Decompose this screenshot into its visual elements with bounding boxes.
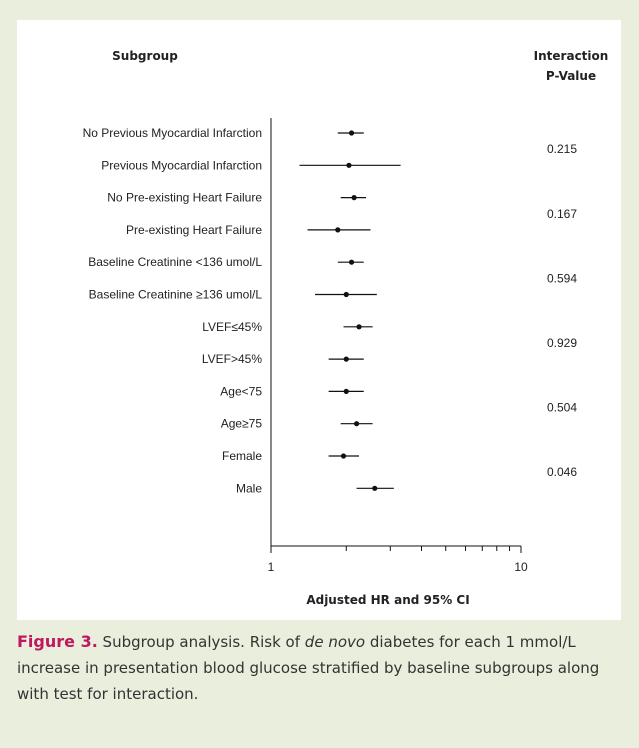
row-label: LVEF≤45% [202,320,262,334]
hr-point [343,388,349,394]
caption-text-1: Subgroup analysis. Risk of [97,633,305,651]
row-label: Baseline Creatinine ≥136 umol/L [89,288,263,302]
p-value: 0.594 [547,271,577,285]
forest-plot: Subgroup Interaction P-Value No Previous… [83,49,609,607]
hr-point [343,356,349,362]
x-axis-label: Adjusted HR and 95% CI [306,593,469,607]
hr-point [351,195,357,201]
p-value: 0.046 [547,465,577,479]
p-value: 0.504 [547,401,577,415]
row-label: Baseline Creatinine <136 umol/L [88,255,262,269]
row-label: Female [222,449,262,463]
x-tick-label: 10 [514,560,528,574]
p-value: 0.215 [547,142,577,156]
p-values-group: 0.215 0.167 0.594 0.929 0.504 0.046 [547,142,577,479]
row-label: Male [236,481,262,495]
hr-point [348,130,355,136]
row-label: LVEF>45% [202,352,262,366]
caption-text-2: diabetes for each 1 mmol/L increase in p… [17,633,600,703]
caption-italic: de novo [304,633,366,651]
hr-point [372,485,378,491]
row-label: No Pre-existing Heart Failure [107,191,262,205]
chart-panel: Subgroup Interaction P-Value No Previous… [17,20,621,620]
header-p-value: P-Value [546,69,596,83]
figure-caption: Figure 3. Subgroup analysis. Risk of de … [17,629,620,707]
hr-point [348,259,355,265]
hr-point [346,162,352,168]
hr-point [340,453,347,459]
row-label: Age<75 [220,384,262,398]
hr-point [354,421,360,427]
header-subgroup: Subgroup [112,49,178,63]
figure-label: Figure 3. [17,632,98,651]
hr-point [335,227,341,233]
p-value: 0.929 [547,336,577,350]
x-tick-label: 1 [268,560,275,574]
header-interaction: Interaction [534,49,609,63]
hr-point [343,291,349,298]
row-label: Age≥75 [221,417,263,431]
row-label: No Previous Myocardial Infarction [83,126,262,140]
x-axis: 1 10 [268,118,528,574]
rows-group: No Previous Myocardial Infarction Previou… [83,126,401,495]
hr-point [356,324,362,330]
p-value: 0.167 [547,207,577,221]
row-label: Previous Myocardial Infarction [101,158,262,172]
row-label: Pre-existing Heart Failure [126,223,262,237]
